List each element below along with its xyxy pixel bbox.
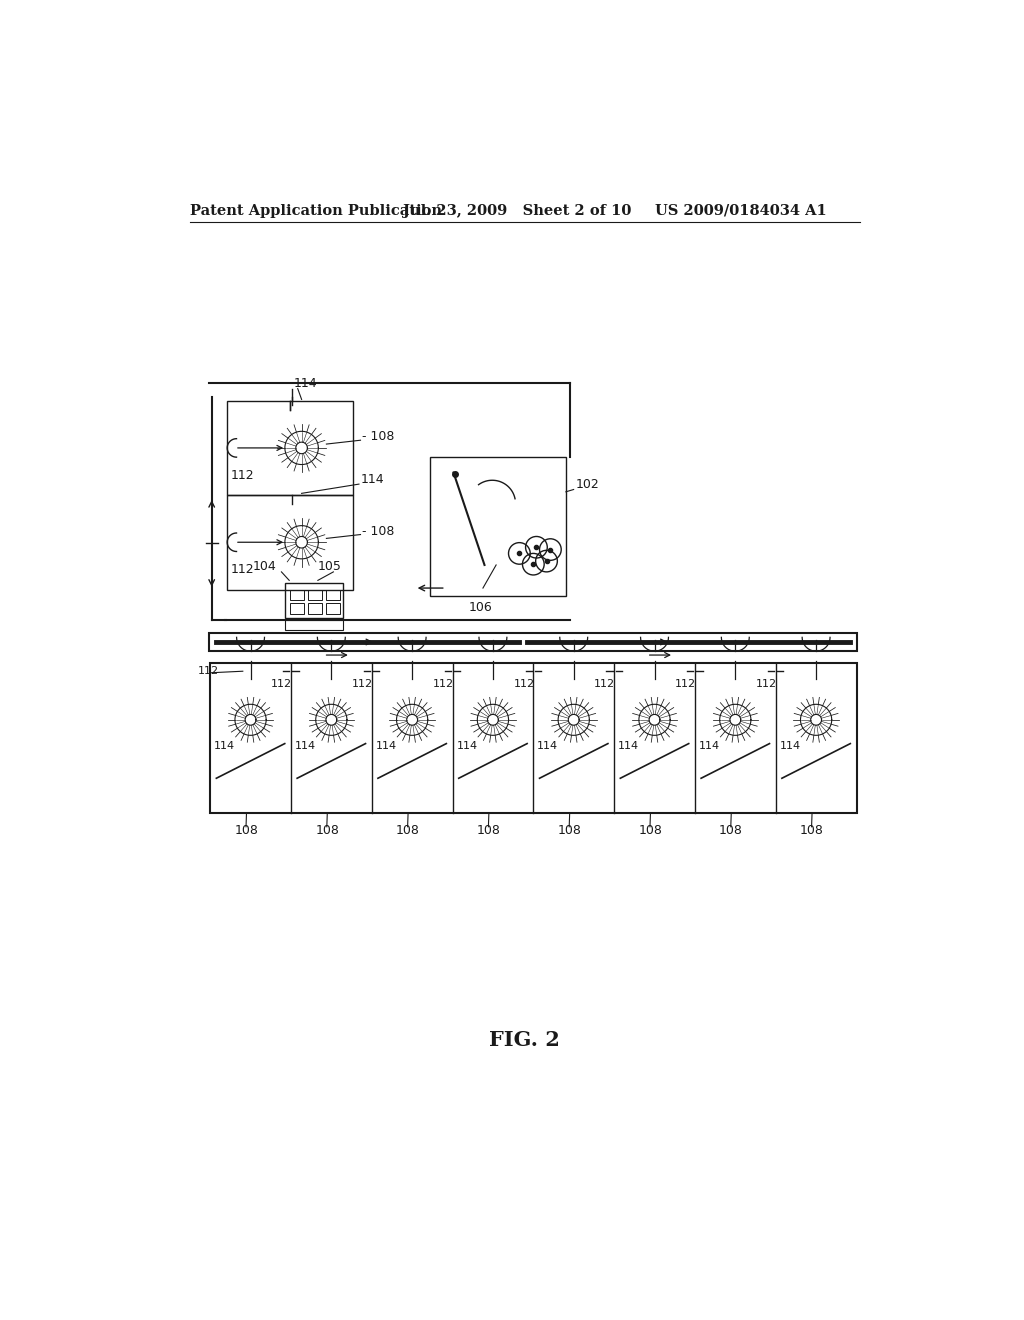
Text: 108: 108 <box>638 825 663 837</box>
Text: 112: 112 <box>231 469 255 482</box>
Bar <box>286 620 343 630</box>
Text: 112: 112 <box>231 564 255 576</box>
Text: 108: 108 <box>477 825 501 837</box>
Bar <box>326 590 340 601</box>
Text: 112: 112 <box>271 678 292 689</box>
Bar <box>210 663 856 813</box>
Bar <box>308 590 322 601</box>
Text: 112: 112 <box>433 678 454 689</box>
Text: US 2009/0184034 A1: US 2009/0184034 A1 <box>655 203 826 218</box>
Text: 114: 114 <box>294 378 317 391</box>
Text: 112: 112 <box>198 667 219 676</box>
Text: 104: 104 <box>252 561 276 573</box>
Text: Jul. 23, 2009   Sheet 2 of 10: Jul. 23, 2009 Sheet 2 of 10 <box>403 203 632 218</box>
Text: 114: 114 <box>779 741 801 751</box>
Text: 114: 114 <box>295 741 316 751</box>
Text: 108: 108 <box>396 825 420 837</box>
Bar <box>308 603 322 614</box>
Bar <box>290 603 304 614</box>
Text: 112: 112 <box>513 678 535 689</box>
Text: - 108: - 108 <box>362 430 394 444</box>
Text: 112: 112 <box>594 678 615 689</box>
Bar <box>290 590 304 601</box>
Text: Patent Application Publication: Patent Application Publication <box>190 203 442 218</box>
Text: 114: 114 <box>698 741 720 751</box>
Text: 108: 108 <box>557 825 582 837</box>
Text: 114: 114 <box>538 741 558 751</box>
Text: 108: 108 <box>800 825 824 837</box>
Text: 102: 102 <box>575 478 599 491</box>
Bar <box>209 634 856 651</box>
Text: 105: 105 <box>317 561 342 573</box>
Text: 106: 106 <box>469 601 493 614</box>
Text: - 108: - 108 <box>362 524 394 537</box>
Text: 112: 112 <box>675 678 696 689</box>
Bar <box>227 495 352 590</box>
Text: 114: 114 <box>360 474 384 486</box>
Text: FIG. 2: FIG. 2 <box>489 1030 560 1049</box>
Text: 108: 108 <box>234 825 258 837</box>
Text: 114: 114 <box>618 741 639 751</box>
Text: 112: 112 <box>352 678 373 689</box>
Bar <box>430 457 566 595</box>
Text: 112: 112 <box>756 678 777 689</box>
Text: 108: 108 <box>315 825 339 837</box>
Text: 114: 114 <box>457 741 477 751</box>
Text: 108: 108 <box>719 825 743 837</box>
Bar <box>286 583 343 618</box>
Bar <box>227 401 352 495</box>
Bar <box>326 603 340 614</box>
Text: 114: 114 <box>214 741 236 751</box>
Text: 114: 114 <box>376 741 396 751</box>
